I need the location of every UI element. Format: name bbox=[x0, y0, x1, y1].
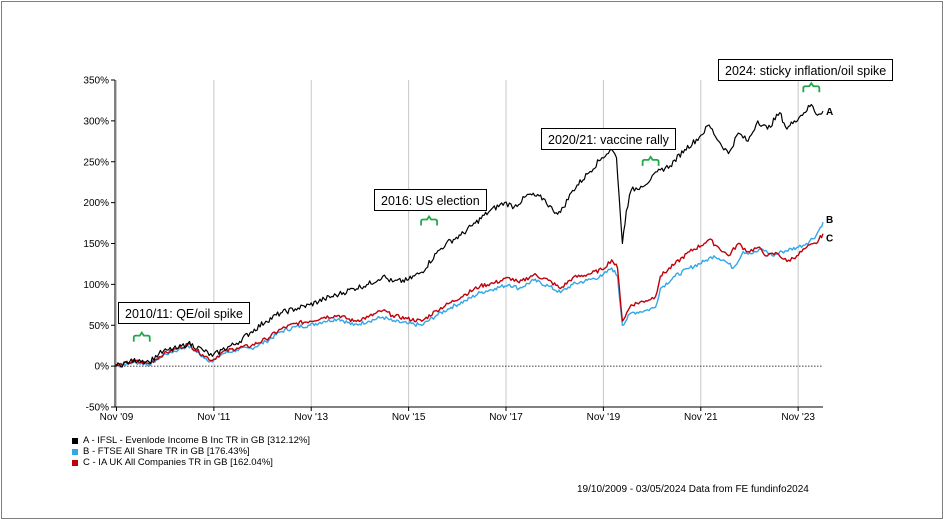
y-tick-label: 150% bbox=[83, 239, 109, 250]
bracket-layer bbox=[132, 81, 821, 342]
annotation-bracket bbox=[420, 214, 438, 226]
legend-item-a: A - IFSL - Evenlode Income B Inc TR in G… bbox=[72, 435, 310, 446]
legend-swatch-b bbox=[72, 448, 78, 455]
y-tick-label: 50% bbox=[89, 321, 109, 332]
y-tick-label: 100% bbox=[83, 280, 109, 291]
end-label-c: C bbox=[826, 234, 833, 245]
grid-layer bbox=[115, 80, 799, 407]
end-label-b: B bbox=[826, 215, 833, 226]
annotation-bracket bbox=[802, 81, 821, 93]
y-tick-label: 250% bbox=[83, 157, 109, 168]
annotation-sticky-inflation: 2024: sticky inflation/oil spike bbox=[718, 59, 894, 81]
annotation-bracket bbox=[132, 330, 151, 342]
series-c-line bbox=[114, 233, 824, 367]
axis-layer: Nov '09 Nov '11 Nov '13 Nov '15 Nov '17 Nov '… bbox=[83, 76, 823, 423]
legend-label-b: B - FTSE All Share TR in GB [176.43%] bbox=[83, 446, 250, 457]
annotation-vaccine-rally: 2020/21: vaccine rally bbox=[541, 128, 676, 150]
source-note: 19/10/2009 - 03/05/2024 Data from FE fun… bbox=[577, 484, 809, 495]
x-tick-label: Nov '09 bbox=[100, 412, 134, 423]
y-tick-label: 300% bbox=[83, 116, 109, 127]
x-tick-label: Nov '19 bbox=[587, 412, 621, 423]
x-tick-label: Nov '17 bbox=[489, 412, 523, 423]
x-tick-label: Nov '13 bbox=[294, 412, 328, 423]
legend-item-c: C - IA UK All Companies TR in GB [162.04… bbox=[72, 457, 310, 468]
legend-label-c: C - IA UK All Companies TR in GB [162.04… bbox=[83, 457, 273, 468]
legend-item-b: B - FTSE All Share TR in GB [176.43%] bbox=[72, 446, 310, 457]
series-b-line bbox=[114, 221, 824, 368]
x-tick-label: Nov '21 bbox=[684, 412, 718, 423]
y-tick-label: 200% bbox=[83, 198, 109, 209]
annotation-us-election: 2016: US election bbox=[374, 189, 487, 211]
end-label-a: A bbox=[826, 107, 833, 118]
y-tick-label: 0% bbox=[95, 362, 110, 373]
series-layer bbox=[114, 103, 824, 368]
annotation-bracket bbox=[641, 155, 660, 166]
x-tick-label: Nov '23 bbox=[781, 412, 815, 423]
y-tick-label: 350% bbox=[83, 76, 109, 87]
legend: A - IFSL - Evenlode Income B Inc TR in G… bbox=[72, 435, 310, 468]
legend-label-a: A - IFSL - Evenlode Income B Inc TR in G… bbox=[83, 435, 311, 446]
series-a-line bbox=[114, 103, 824, 368]
annotation-qe-oil-spike: 2010/11: QE/oil spike bbox=[118, 302, 250, 324]
x-tick-label: Nov '11 bbox=[197, 412, 230, 423]
y-tick-label: -50% bbox=[86, 403, 109, 414]
label-layer: BC A bbox=[826, 107, 833, 245]
x-tick-label: Nov '15 bbox=[392, 412, 426, 423]
legend-swatch-a bbox=[72, 437, 78, 444]
legend-swatch-c bbox=[72, 459, 78, 466]
